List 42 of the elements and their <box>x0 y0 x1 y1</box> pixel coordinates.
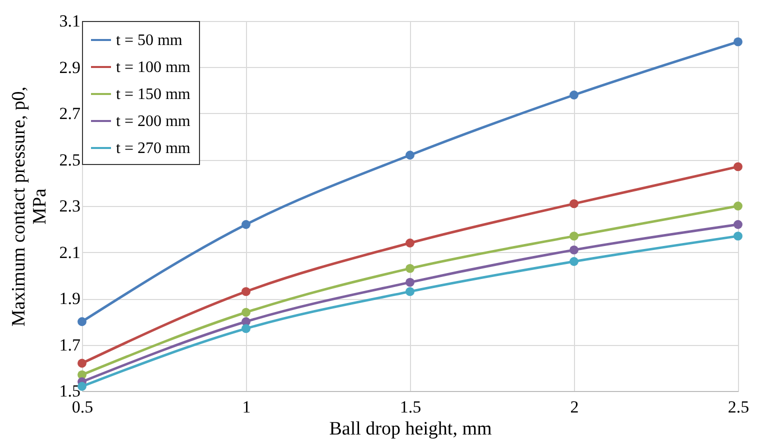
point <box>406 238 414 248</box>
legend-label: t = 100 mm <box>116 59 191 76</box>
point <box>734 162 742 172</box>
y-tick-label: 2.9 <box>59 58 80 77</box>
point <box>734 232 742 241</box>
y-tick-label: 3.1 <box>59 12 80 30</box>
y-tick-label: 1.9 <box>59 289 80 308</box>
y-tick-label: 1.7 <box>59 335 81 354</box>
point <box>570 90 578 100</box>
x-tick-label: 0.5 <box>72 398 94 416</box>
point <box>242 287 250 296</box>
point <box>406 150 414 160</box>
x-tick-label: 2.5 <box>728 398 750 416</box>
y-tick-label: 2.1 <box>59 242 80 262</box>
y-axis-title: Maximum contact pressure, p0, MPa <box>8 86 50 327</box>
point <box>570 199 578 208</box>
y-tick-label: 2.7 <box>59 104 81 123</box>
point <box>406 287 414 296</box>
point <box>242 324 250 334</box>
x-tick-label: 1.5 <box>400 398 422 416</box>
point <box>78 317 86 326</box>
x-axis-title: Ball drop height, mm <box>329 418 492 440</box>
legend-label: t = 200 mm <box>116 113 191 130</box>
point <box>242 220 250 229</box>
x-tick-label: 1 <box>242 398 251 416</box>
point <box>78 358 86 368</box>
point <box>570 232 578 241</box>
legend-label: t = 270 mm <box>116 140 191 157</box>
legend-label: t = 150 mm <box>116 86 191 103</box>
point <box>406 264 414 273</box>
point <box>734 220 742 229</box>
x-tick-label: 2 <box>570 398 579 416</box>
point <box>570 257 578 266</box>
point <box>570 245 578 254</box>
legend-label: t = 50 mm <box>116 32 183 49</box>
point <box>242 308 250 317</box>
y-tick-label: 1.5 <box>59 382 80 400</box>
y-tick-label: 2.3 <box>59 196 80 216</box>
point <box>734 202 742 210</box>
point <box>734 37 742 46</box>
point <box>406 278 414 287</box>
y-tick-label: 2.5 <box>59 150 80 170</box>
